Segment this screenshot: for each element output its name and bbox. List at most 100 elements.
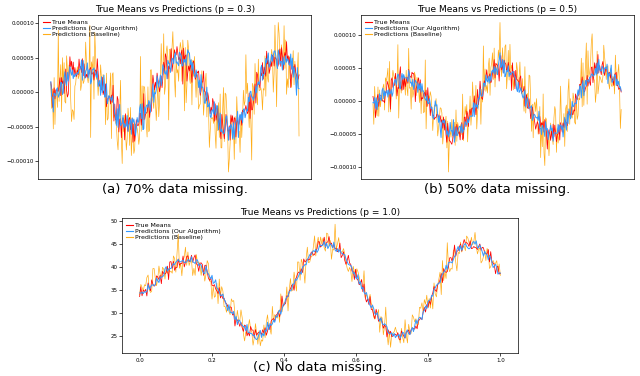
True Means xyxy=(136,294,143,299)
Line: Predictions (Baseline): Predictions (Baseline) xyxy=(140,224,500,347)
Predictions (Baseline) xyxy=(199,87,207,91)
Predictions (Baseline) xyxy=(136,293,143,297)
Predictions (Our Algorithm) xyxy=(273,66,281,71)
True Means xyxy=(273,57,280,62)
Predictions (Our Algorithm) xyxy=(618,89,625,93)
Predictions (Our Algorithm) xyxy=(136,291,143,295)
Predictions (Baseline) xyxy=(497,273,504,277)
True Means xyxy=(543,147,551,151)
True Means xyxy=(516,76,524,80)
Predictions (Our Algorithm) xyxy=(496,50,504,55)
Predictions (Baseline) xyxy=(580,103,588,108)
Predictions (Baseline) xyxy=(195,107,202,111)
True Means xyxy=(521,104,529,108)
True Means xyxy=(325,234,333,239)
Text: (c) No data missing.: (c) No data missing. xyxy=(253,361,387,374)
Predictions (Our Algorithm) xyxy=(295,86,303,91)
Predictions (Our Algorithm) xyxy=(253,337,260,342)
True Means xyxy=(351,277,358,282)
Line: Predictions (Our Algorithm): Predictions (Our Algorithm) xyxy=(140,241,500,340)
Legend: True Means, Predictions (Our Algorithm), Predictions (Baseline): True Means, Predictions (Our Algorithm),… xyxy=(124,220,223,243)
True Means xyxy=(465,244,473,249)
Predictions (Our Algorithm) xyxy=(451,140,458,144)
True Means xyxy=(594,52,602,57)
Predictions (Baseline) xyxy=(442,276,450,281)
Predictions (Baseline) xyxy=(358,284,365,289)
Title: True Means vs Predictions (p = 0.3): True Means vs Predictions (p = 0.3) xyxy=(95,5,255,14)
Text: (a) 70% data missing.: (a) 70% data missing. xyxy=(102,183,248,196)
Predictions (Baseline) xyxy=(518,76,526,81)
True Means xyxy=(200,69,207,73)
Predictions (Baseline) xyxy=(445,170,452,174)
Predictions (Baseline) xyxy=(370,122,378,127)
Predictions (Our Algorithm) xyxy=(200,89,207,93)
Predictions (Baseline) xyxy=(351,270,358,274)
Predictions (Our Algorithm) xyxy=(47,79,54,84)
Predictions (Baseline) xyxy=(48,106,56,111)
Line: Predictions (Baseline): Predictions (Baseline) xyxy=(51,23,299,172)
Legend: True Means, Predictions (Our Algorithm), Predictions (Baseline): True Means, Predictions (Our Algorithm),… xyxy=(362,17,463,40)
Predictions (Baseline) xyxy=(387,345,394,350)
Predictions (Our Algorithm) xyxy=(225,138,232,143)
True Means xyxy=(579,86,587,91)
Line: Predictions (Our Algorithm): Predictions (Our Algorithm) xyxy=(51,50,299,140)
True Means xyxy=(396,338,404,342)
True Means xyxy=(442,270,450,274)
True Means xyxy=(48,86,56,90)
Predictions (Our Algorithm) xyxy=(596,68,604,72)
True Means xyxy=(195,69,202,73)
True Means xyxy=(283,39,291,44)
True Means xyxy=(517,74,525,78)
True Means xyxy=(370,99,378,104)
Predictions (Our Algorithm) xyxy=(464,246,472,250)
Title: True Means vs Predictions (p = 1.0): True Means vs Predictions (p = 1.0) xyxy=(240,208,400,217)
Predictions (Our Algorithm) xyxy=(472,239,480,243)
Predictions (Baseline) xyxy=(465,240,473,245)
Predictions (Baseline) xyxy=(518,92,525,96)
Predictions (Our Algorithm) xyxy=(195,85,202,90)
Text: (b) 50% data missing.: (b) 50% data missing. xyxy=(424,183,570,196)
Line: Predictions (Our Algorithm): Predictions (Our Algorithm) xyxy=(373,53,621,142)
Predictions (Our Algorithm) xyxy=(518,90,525,94)
Predictions (Baseline) xyxy=(369,101,377,106)
Predictions (Baseline) xyxy=(618,107,625,112)
Predictions (Baseline) xyxy=(137,282,145,287)
Line: Predictions (Baseline): Predictions (Baseline) xyxy=(373,23,621,172)
Predictions (Baseline) xyxy=(47,82,54,86)
Predictions (Baseline) xyxy=(225,170,232,174)
Predictions (Baseline) xyxy=(496,20,504,25)
True Means xyxy=(352,267,360,271)
Predictions (Our Algorithm) xyxy=(48,94,56,99)
Predictions (Our Algorithm) xyxy=(518,94,526,98)
Predictions (Our Algorithm) xyxy=(358,287,365,291)
Line: True Means: True Means xyxy=(373,55,621,149)
True Means xyxy=(129,140,137,144)
True Means xyxy=(47,80,54,85)
True Means xyxy=(369,94,377,99)
Predictions (Baseline) xyxy=(273,105,280,109)
Predictions (Our Algorithm) xyxy=(370,101,378,105)
Predictions (Our Algorithm) xyxy=(258,63,266,67)
Predictions (Our Algorithm) xyxy=(352,275,360,280)
Predictions (Our Algorithm) xyxy=(196,78,204,83)
Predictions (Baseline) xyxy=(257,86,265,90)
True Means xyxy=(295,73,303,77)
Predictions (Baseline) xyxy=(352,274,360,279)
Title: True Means vs Predictions (p = 0.5): True Means vs Predictions (p = 0.5) xyxy=(417,5,577,14)
True Means xyxy=(257,71,265,75)
True Means xyxy=(358,277,365,282)
Predictions (Our Algorithm) xyxy=(441,269,449,274)
Legend: True Means, Predictions (Our Algorithm), Predictions (Baseline): True Means, Predictions (Our Algorithm),… xyxy=(40,17,140,40)
Line: True Means: True Means xyxy=(51,42,299,142)
Predictions (Our Algorithm) xyxy=(351,270,358,275)
True Means xyxy=(596,63,604,68)
Predictions (Baseline) xyxy=(332,222,339,226)
Predictions (Our Algorithm) xyxy=(369,100,377,105)
True Means xyxy=(497,271,504,276)
Predictions (Baseline) xyxy=(194,83,202,88)
Predictions (Baseline) xyxy=(275,20,282,25)
Predictions (Our Algorithm) xyxy=(184,47,191,52)
True Means xyxy=(196,82,204,86)
Predictions (Our Algorithm) xyxy=(137,291,145,296)
True Means xyxy=(618,90,625,94)
